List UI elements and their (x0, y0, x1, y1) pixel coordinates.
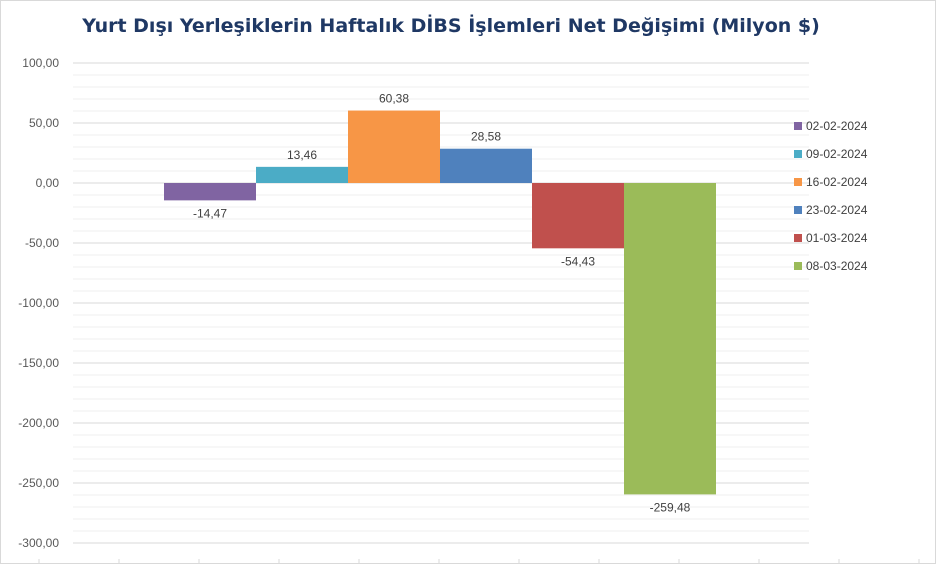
data-labels: -14,47 13,46 60,38 28,58 -54,43 -259,48 (193, 92, 691, 515)
bar-02-02-2024 (164, 183, 256, 201)
chart-title: Yurt Dışı Yerleşiklerin Haftalık DİBS İş… (82, 15, 820, 37)
bar-08-03-2024 (624, 183, 716, 495)
legend-label-09-02-2024: 09-02-2024 (806, 147, 868, 161)
data-label-23-02-2024: 28,58 (471, 130, 501, 144)
legend-swatch-09-02-2024 (794, 150, 802, 158)
data-label-08-03-2024: -259,48 (650, 500, 691, 514)
y-tick-label: -200,00 (18, 416, 59, 430)
legend-label-16-02-2024: 16-02-2024 (806, 175, 868, 189)
legend-swatch-01-03-2024 (794, 234, 802, 242)
legend-label-08-03-2024: 08-03-2024 (806, 259, 868, 273)
legend-label-23-02-2024: 23-02-2024 (806, 203, 868, 217)
legend-swatch-08-03-2024 (794, 262, 802, 270)
y-tick-label: -150,00 (18, 356, 59, 370)
y-tick-label: -250,00 (18, 476, 59, 490)
y-tick-label: 50,00 (29, 116, 59, 130)
bar-23-02-2024 (440, 148, 532, 183)
bars (164, 110, 716, 495)
y-tick-label: 0,00 (36, 176, 60, 190)
legend-swatch-16-02-2024 (794, 178, 802, 186)
data-label-01-03-2024: -54,43 (561, 254, 595, 268)
bar-01-03-2024 (532, 183, 624, 249)
bar-09-02-2024 (256, 166, 348, 183)
legend-label-02-02-2024: 02-02-2024 (806, 119, 868, 133)
y-tick-label: -300,00 (18, 536, 59, 550)
data-label-02-02-2024: -14,47 (193, 206, 227, 220)
data-label-16-02-2024: 60,38 (379, 92, 409, 106)
y-axis-ticks: 100,00 50,00 0,00 -50,00 -100,00 -150,00 -200,… (18, 56, 59, 550)
legend-swatch-23-02-2024 (794, 206, 802, 214)
y-tick-label: 100,00 (22, 56, 59, 70)
bar-16-02-2024 (348, 110, 440, 183)
data-label-09-02-2024: 13,46 (287, 148, 317, 162)
y-tick-label: -50,00 (25, 236, 59, 250)
y-tick-label: -100,00 (18, 296, 59, 310)
legend: 02-02-2024 09-02-2024 16-02-2024 23-02-2024… (794, 119, 868, 273)
legend-label-01-03-2024: 01-03-2024 (806, 231, 868, 245)
legend-swatch-02-02-2024 (794, 122, 802, 130)
